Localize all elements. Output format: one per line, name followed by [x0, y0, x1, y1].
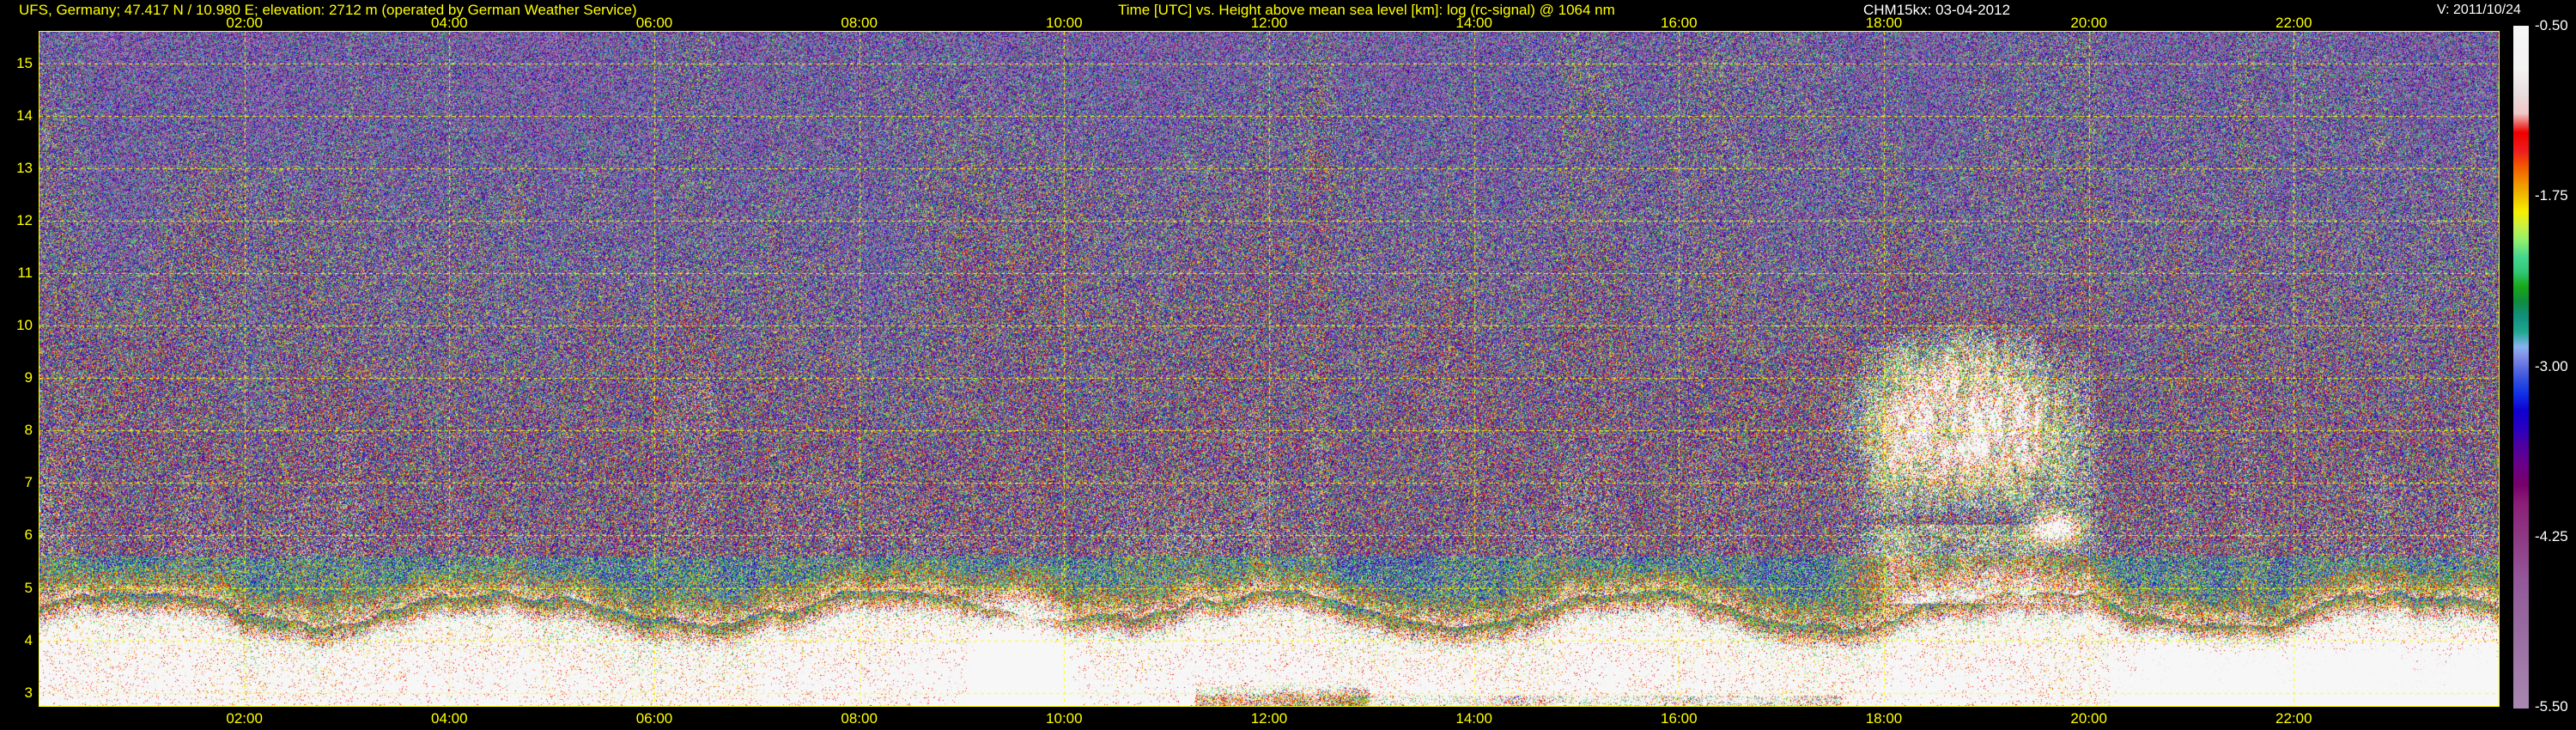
- y-tick-7: 7: [24, 474, 33, 491]
- page-title: Time [UTC] vs. Height above mean sea lev…: [1118, 2, 1615, 18]
- x-tick-top-2200: 22:00: [2275, 15, 2312, 31]
- x-tick-bottom-1800: 18:00: [1865, 710, 1903, 727]
- y-tick-5: 5: [24, 579, 33, 596]
- x-tick-top-0200: 02:00: [226, 15, 263, 31]
- colorbar-tick--0.50: -0.50: [2535, 17, 2568, 33]
- backscatter-heatmap: [39, 32, 2499, 706]
- x-tick-bottom-1000: 10:00: [1046, 710, 1083, 727]
- x-tick-bottom-1600: 16:00: [1661, 710, 1698, 727]
- x-tick-bottom-0600: 06:00: [635, 710, 673, 727]
- x-tick-bottom-2200: 22:00: [2275, 710, 2312, 727]
- colorbar-tick--3.00: -3.00: [2535, 357, 2568, 374]
- x-tick-bottom-1400: 14:00: [1455, 710, 1492, 727]
- x-tick-top-1400: 14:00: [1455, 15, 1492, 31]
- x-tick-bottom-2000: 20:00: [2070, 710, 2107, 727]
- x-tick-top-0800: 08:00: [841, 15, 878, 31]
- colorbar-tick--5.50: -5.50: [2535, 698, 2568, 715]
- x-tick-bottom-0400: 04:00: [431, 710, 468, 727]
- y-tick-11: 11: [17, 265, 33, 281]
- station-info-label: UFS, Germany; 47.417 N / 10.980 E; eleva…: [19, 2, 637, 18]
- version-label: V: 2011/10/24: [2437, 3, 2521, 17]
- x-tick-top-0400: 04:00: [431, 15, 468, 31]
- y-tick-10: 10: [16, 317, 33, 334]
- y-tick-4: 4: [24, 631, 33, 648]
- x-tick-top-1600: 16:00: [1661, 15, 1698, 31]
- colorbar: [2512, 25, 2530, 709]
- x-tick-top-1800: 18:00: [1865, 15, 1903, 31]
- colorbar-tick--4.25: -4.25: [2535, 527, 2568, 544]
- x-tick-top-1000: 10:00: [1046, 15, 1083, 31]
- x-tick-bottom-0800: 08:00: [841, 710, 878, 727]
- y-tick-9: 9: [24, 369, 33, 386]
- colorbar-tick--1.75: -1.75: [2535, 187, 2568, 204]
- instrument-label: CHM15kx: 03-04-2012: [1863, 2, 2011, 18]
- x-tick-top-1200: 12:00: [1250, 15, 1288, 31]
- y-tick-12: 12: [16, 211, 33, 228]
- y-tick-3: 3: [24, 684, 33, 701]
- x-tick-top-0600: 06:00: [635, 15, 673, 31]
- y-tick-8: 8: [24, 422, 33, 439]
- colorbar-gradient: [2513, 26, 2529, 709]
- y-tick-15: 15: [16, 54, 33, 71]
- x-tick-top-2000: 20:00: [2070, 15, 2107, 31]
- x-tick-bottom-0200: 02:00: [226, 710, 263, 727]
- y-tick-14: 14: [16, 106, 33, 124]
- x-tick-bottom-1200: 12:00: [1250, 710, 1288, 727]
- y-tick-6: 6: [24, 526, 33, 544]
- plot-area: [39, 31, 2500, 707]
- y-tick-13: 13: [16, 159, 33, 176]
